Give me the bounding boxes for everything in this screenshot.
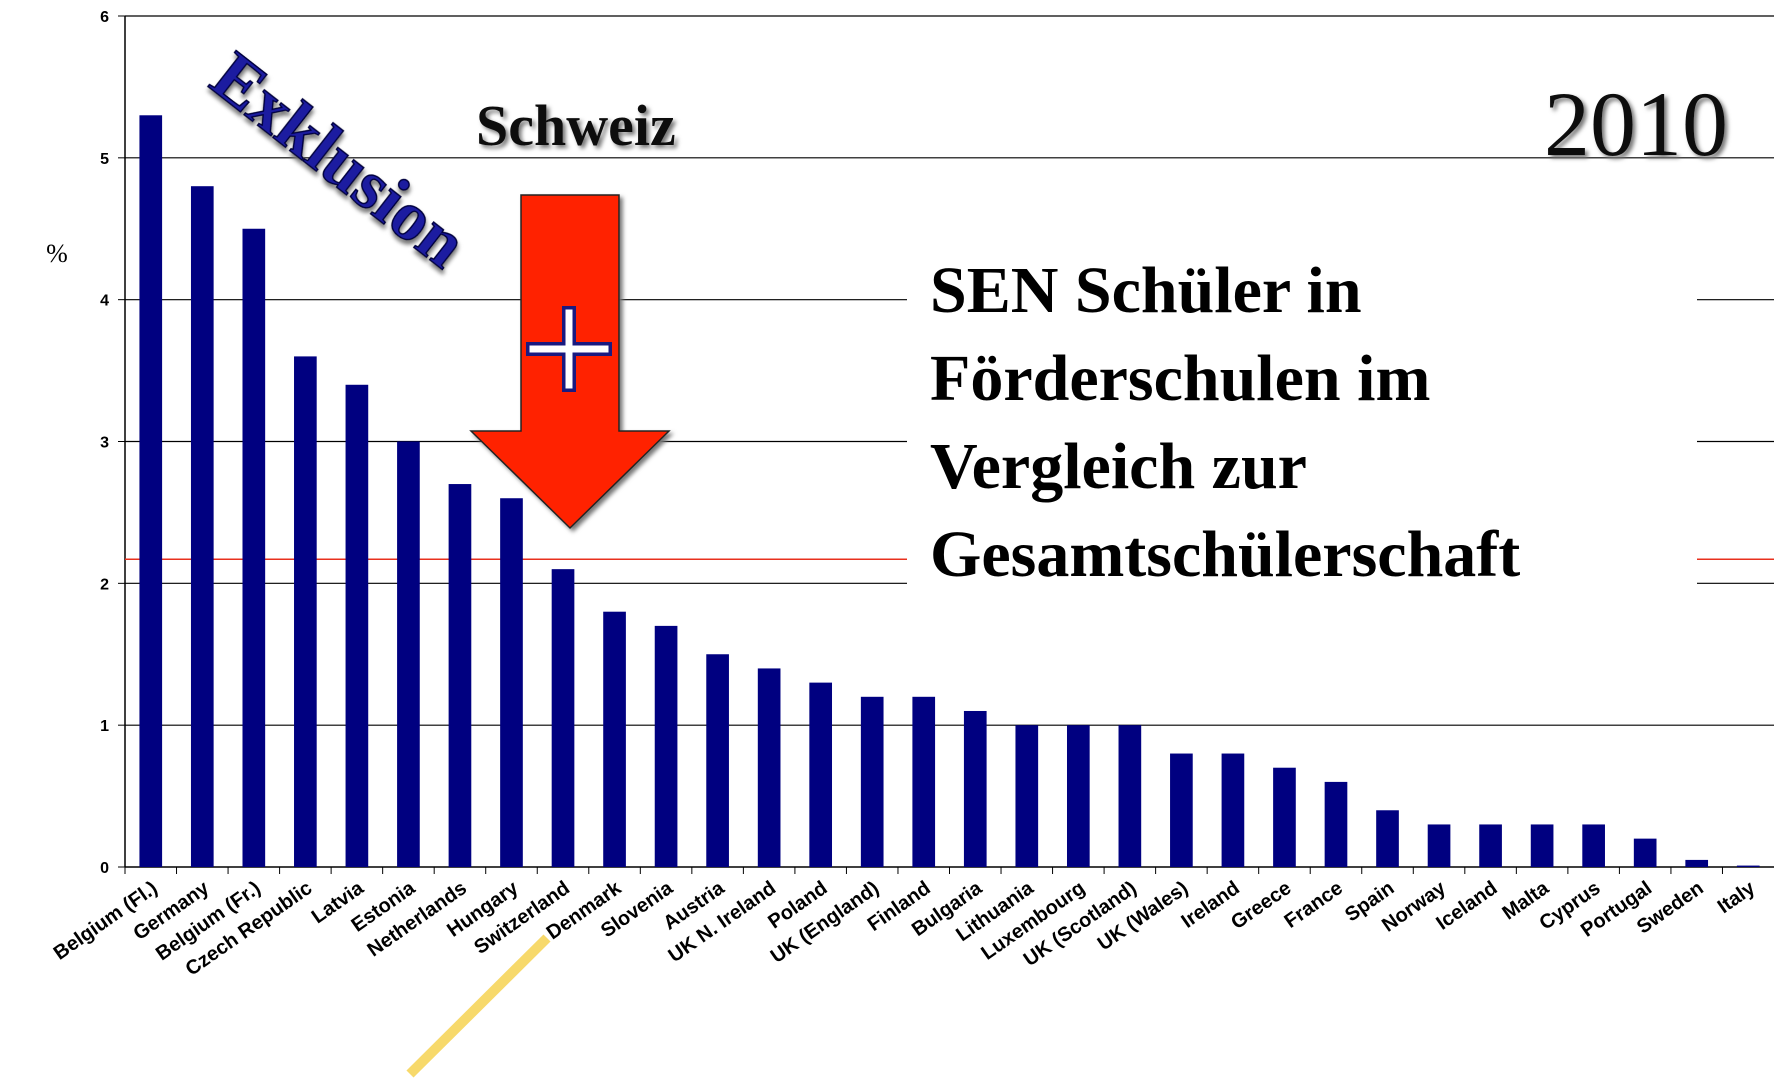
x-tick-label: France: [1281, 877, 1347, 933]
y-tick-label: 4: [100, 293, 109, 310]
bar: [1324, 781, 1348, 867]
bar: [912, 696, 936, 867]
bar: [1170, 753, 1193, 867]
bar: [1685, 859, 1709, 867]
bar: [294, 356, 317, 867]
year-label: 2010: [1544, 73, 1728, 175]
y-tick-label: 5: [100, 151, 109, 168]
x-tick-label: Greece: [1227, 877, 1295, 934]
bar: [500, 498, 523, 867]
country-label: Schweiz: [476, 93, 676, 158]
caption: SEN Schüler in Förderschulen im Vergleich …: [930, 254, 1520, 591]
bar: [1530, 824, 1554, 867]
bar: [345, 384, 369, 867]
caption-line: Förderschulen im: [930, 342, 1430, 415]
bar: [242, 228, 266, 867]
bar: [1376, 810, 1399, 867]
y-tick-label: 3: [100, 435, 109, 452]
cross: [529, 309, 609, 389]
bar: [963, 710, 987, 867]
bar: [139, 115, 163, 868]
bar: [1479, 824, 1502, 867]
caption-line: Vergleich zur: [930, 430, 1307, 503]
y-axis-label: %: [46, 239, 68, 268]
y-tick-label: 6: [100, 9, 109, 26]
bar: [603, 611, 626, 867]
y-tick-label: 0: [100, 860, 109, 877]
bar: [1427, 824, 1451, 867]
caption-background: [907, 262, 1697, 602]
bar: [860, 696, 884, 867]
bar: [706, 654, 729, 867]
bar: [1221, 753, 1245, 867]
bar: [1118, 725, 1142, 867]
bar: [551, 569, 575, 867]
bars: [139, 115, 1760, 868]
x-tick-label: Italy: [1714, 877, 1760, 918]
bar: [1582, 824, 1605, 867]
bar: [809, 682, 833, 867]
exclusion-label: Exklusion: [197, 38, 481, 283]
bar: [397, 441, 420, 867]
bar: [1736, 865, 1760, 867]
bar: [654, 625, 678, 867]
caption-line: SEN Schüler in: [930, 254, 1362, 327]
y-tick-label: 2: [100, 576, 109, 593]
highlight: [406, 934, 551, 1078]
bar: [1273, 767, 1296, 867]
bar: [1015, 725, 1039, 867]
bar: [1633, 838, 1657, 867]
caption-line: Gesamtschülerschaft: [930, 518, 1520, 591]
y-tick-label: 1: [100, 718, 109, 735]
bar: [1066, 725, 1090, 867]
bar: [448, 484, 472, 867]
bar: [757, 668, 781, 867]
bar: [190, 186, 214, 867]
